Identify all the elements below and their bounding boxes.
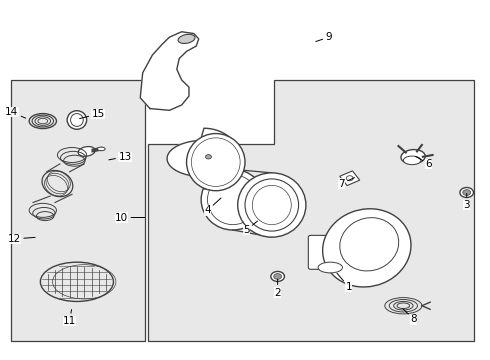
- Ellipse shape: [178, 34, 195, 44]
- Text: 1: 1: [337, 273, 352, 292]
- Circle shape: [463, 190, 470, 195]
- Text: 9: 9: [316, 32, 332, 42]
- Bar: [340, 171, 360, 185]
- FancyBboxPatch shape: [308, 235, 355, 269]
- Text: 2: 2: [274, 279, 281, 297]
- Circle shape: [460, 188, 473, 198]
- Ellipse shape: [201, 169, 265, 230]
- Ellipse shape: [238, 173, 306, 237]
- Text: 10: 10: [115, 212, 145, 222]
- Text: 8: 8: [403, 309, 417, 324]
- Circle shape: [274, 274, 282, 279]
- Text: 15: 15: [79, 109, 105, 119]
- Circle shape: [205, 155, 211, 159]
- Ellipse shape: [403, 156, 421, 165]
- Ellipse shape: [78, 147, 95, 156]
- Polygon shape: [147, 80, 474, 341]
- Text: 3: 3: [464, 193, 470, 210]
- Text: 14: 14: [5, 107, 25, 118]
- Text: 7: 7: [338, 177, 355, 189]
- Text: 13: 13: [109, 152, 132, 162]
- Ellipse shape: [401, 149, 425, 164]
- Text: 12: 12: [8, 234, 35, 244]
- Circle shape: [346, 176, 353, 181]
- Ellipse shape: [187, 134, 245, 191]
- Text: 11: 11: [63, 310, 76, 326]
- Polygon shape: [140, 32, 199, 111]
- Text: 4: 4: [204, 198, 221, 215]
- Polygon shape: [167, 128, 238, 189]
- Ellipse shape: [67, 111, 87, 129]
- Ellipse shape: [318, 262, 343, 273]
- Text: 6: 6: [416, 156, 432, 169]
- Ellipse shape: [98, 147, 105, 151]
- Text: 5: 5: [243, 221, 257, 235]
- Ellipse shape: [322, 209, 411, 287]
- Bar: [11, 80, 145, 341]
- Circle shape: [271, 271, 285, 282]
